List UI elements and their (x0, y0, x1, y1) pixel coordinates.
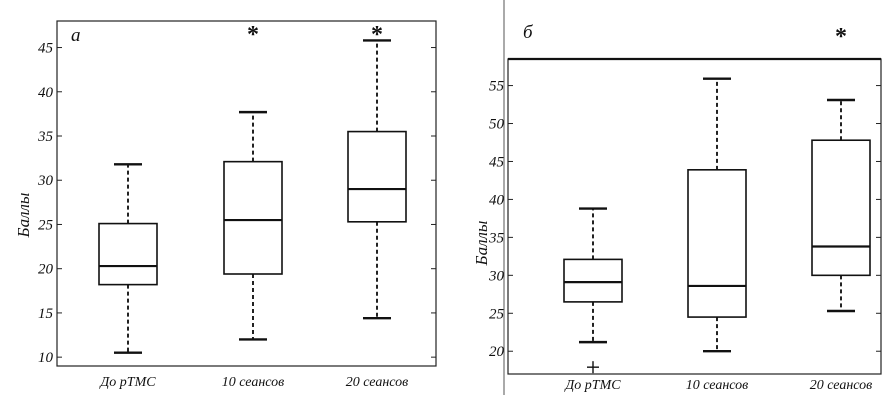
panel-b-y-tick-label: 55 (489, 79, 505, 95)
panel-a-y-tick-label: 30 (37, 173, 54, 189)
panel-b-y-axis-label: Баллы (472, 221, 491, 267)
panel-a-y-tick-label: 20 (38, 262, 54, 278)
panel-a-boxes: * * (98, 22, 407, 354)
panel-b-y-tick-label: 20 (489, 344, 505, 360)
panel-a-category-label: 10 сеансов (222, 375, 284, 390)
panel-b-y-tick-label: 25 (489, 306, 505, 322)
panel-b: б Баллы 20 25 30 35 40 45 50 55 * До рТМС 10 сеа… (472, 0, 882, 395)
panel-b-box (687, 169, 747, 318)
panel-b-y-tick-label: 40 (489, 192, 505, 208)
panel-a-y-tick-label: 25 (38, 217, 54, 233)
panel-a-x-ticks: До рТМС 10 сеансов 20 сеансов (98, 375, 408, 390)
panel-b-label: б (523, 22, 534, 43)
panel-a-y-tick-label: 15 (38, 306, 54, 322)
panel-b-category-label: 20 сеансов (810, 378, 872, 393)
panel-a-category-label: 20 сеансов (346, 375, 408, 390)
panel-b-y-ticks: 20 25 30 35 40 45 50 55 (488, 79, 881, 360)
panel-a-label: а (71, 25, 81, 46)
panel-b-y-tick-label: 50 (489, 117, 505, 133)
panel-a-y-tick-label: 40 (38, 85, 54, 101)
panel-a-significance-star: * (371, 22, 383, 48)
panel-a-y-tick-label: 10 (38, 350, 54, 366)
panel-a-box (98, 222, 158, 286)
panel-b-y-tick-label: 35 (488, 230, 505, 246)
panel-a-box (347, 130, 407, 223)
panel-b-significance-star: * (835, 24, 847, 50)
panel-b-category-label: 10 сеансов (686, 378, 748, 393)
panel-b-x-ticks: До рТМС 10 сеансов 20 сеансов (563, 378, 872, 393)
panel-a-significance-star: * (247, 22, 259, 48)
panel-b-y-tick-label: 30 (488, 268, 505, 284)
panel-b-boxes: * (563, 24, 871, 374)
panel-b-category-label: До рТМС (563, 378, 621, 393)
panel-b-box (563, 258, 623, 303)
panel-a-y-tick-label: 45 (38, 41, 54, 57)
panel-a-box (223, 160, 283, 275)
panel-a-y-axis-label: Баллы (14, 193, 33, 239)
panel-a-y-ticks: 10 15 20 25 30 35 40 45 (37, 41, 436, 366)
panel-a-y-tick-label: 35 (37, 129, 54, 145)
panel-b-box (811, 139, 871, 277)
panel-a-category-label: До рТМС (98, 375, 156, 390)
panel-a-frame (56, 20, 437, 367)
panel-b-y-tick-label: 45 (489, 154, 505, 170)
